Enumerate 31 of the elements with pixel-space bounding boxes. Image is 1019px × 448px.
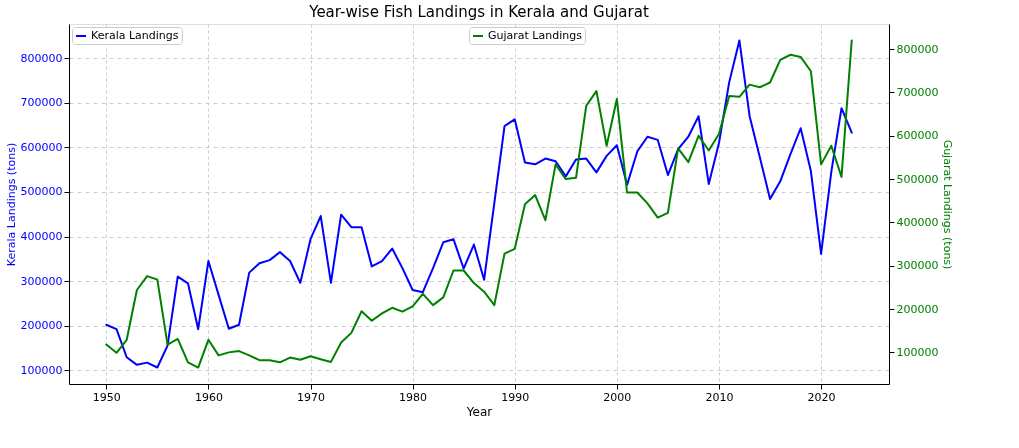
y2-axis-title: Gujarat Landings (tons) — [941, 139, 955, 270]
y2-tick-label: 200000 — [896, 302, 939, 316]
y-tick-label: 300000 — [20, 274, 63, 288]
y2-tick-label: 500000 — [896, 172, 939, 186]
y2-tick-label: 800000 — [896, 42, 939, 56]
legend-label: Gujarat Landings — [488, 29, 583, 42]
x-tick-label: 1970 — [297, 390, 326, 404]
x-tick-label: 2010 — [705, 390, 734, 404]
line-series — [105, 39, 853, 369]
x-tick-label: 1950 — [92, 390, 121, 404]
chart-title: Year-wise Fish Landings in Kerala and Gujarat — [308, 3, 649, 21]
y-axis-title: Kerala Landings (tons) — [4, 142, 18, 267]
x-tick-label: 1990 — [501, 390, 530, 404]
y2-tick-label: 600000 — [896, 129, 939, 143]
x-axis-title: Year — [465, 404, 493, 419]
x-tick-label: 2020 — [807, 390, 836, 404]
x-tick-label: 1960 — [194, 390, 223, 404]
y-tick-label: 200000 — [20, 319, 63, 333]
y-tick-label: 400000 — [20, 230, 63, 244]
y-tick-label: 500000 — [20, 185, 63, 199]
y2-tick-label: 100000 — [896, 345, 939, 359]
y2-tick-label: 300000 — [896, 259, 939, 273]
x-tick-label: 1980 — [399, 390, 428, 404]
y-tick-label: 100000 — [20, 363, 63, 377]
y-tick-label: 600000 — [20, 140, 63, 154]
y-tick-label: 700000 — [20, 96, 63, 110]
x-tick-label: 2000 — [603, 390, 632, 404]
y-tick-label: 800000 — [20, 51, 63, 65]
legend-label: Kerala Landings — [91, 29, 179, 42]
y2-tick-label: 400000 — [896, 215, 939, 229]
y2-tick-label: 700000 — [896, 85, 939, 99]
